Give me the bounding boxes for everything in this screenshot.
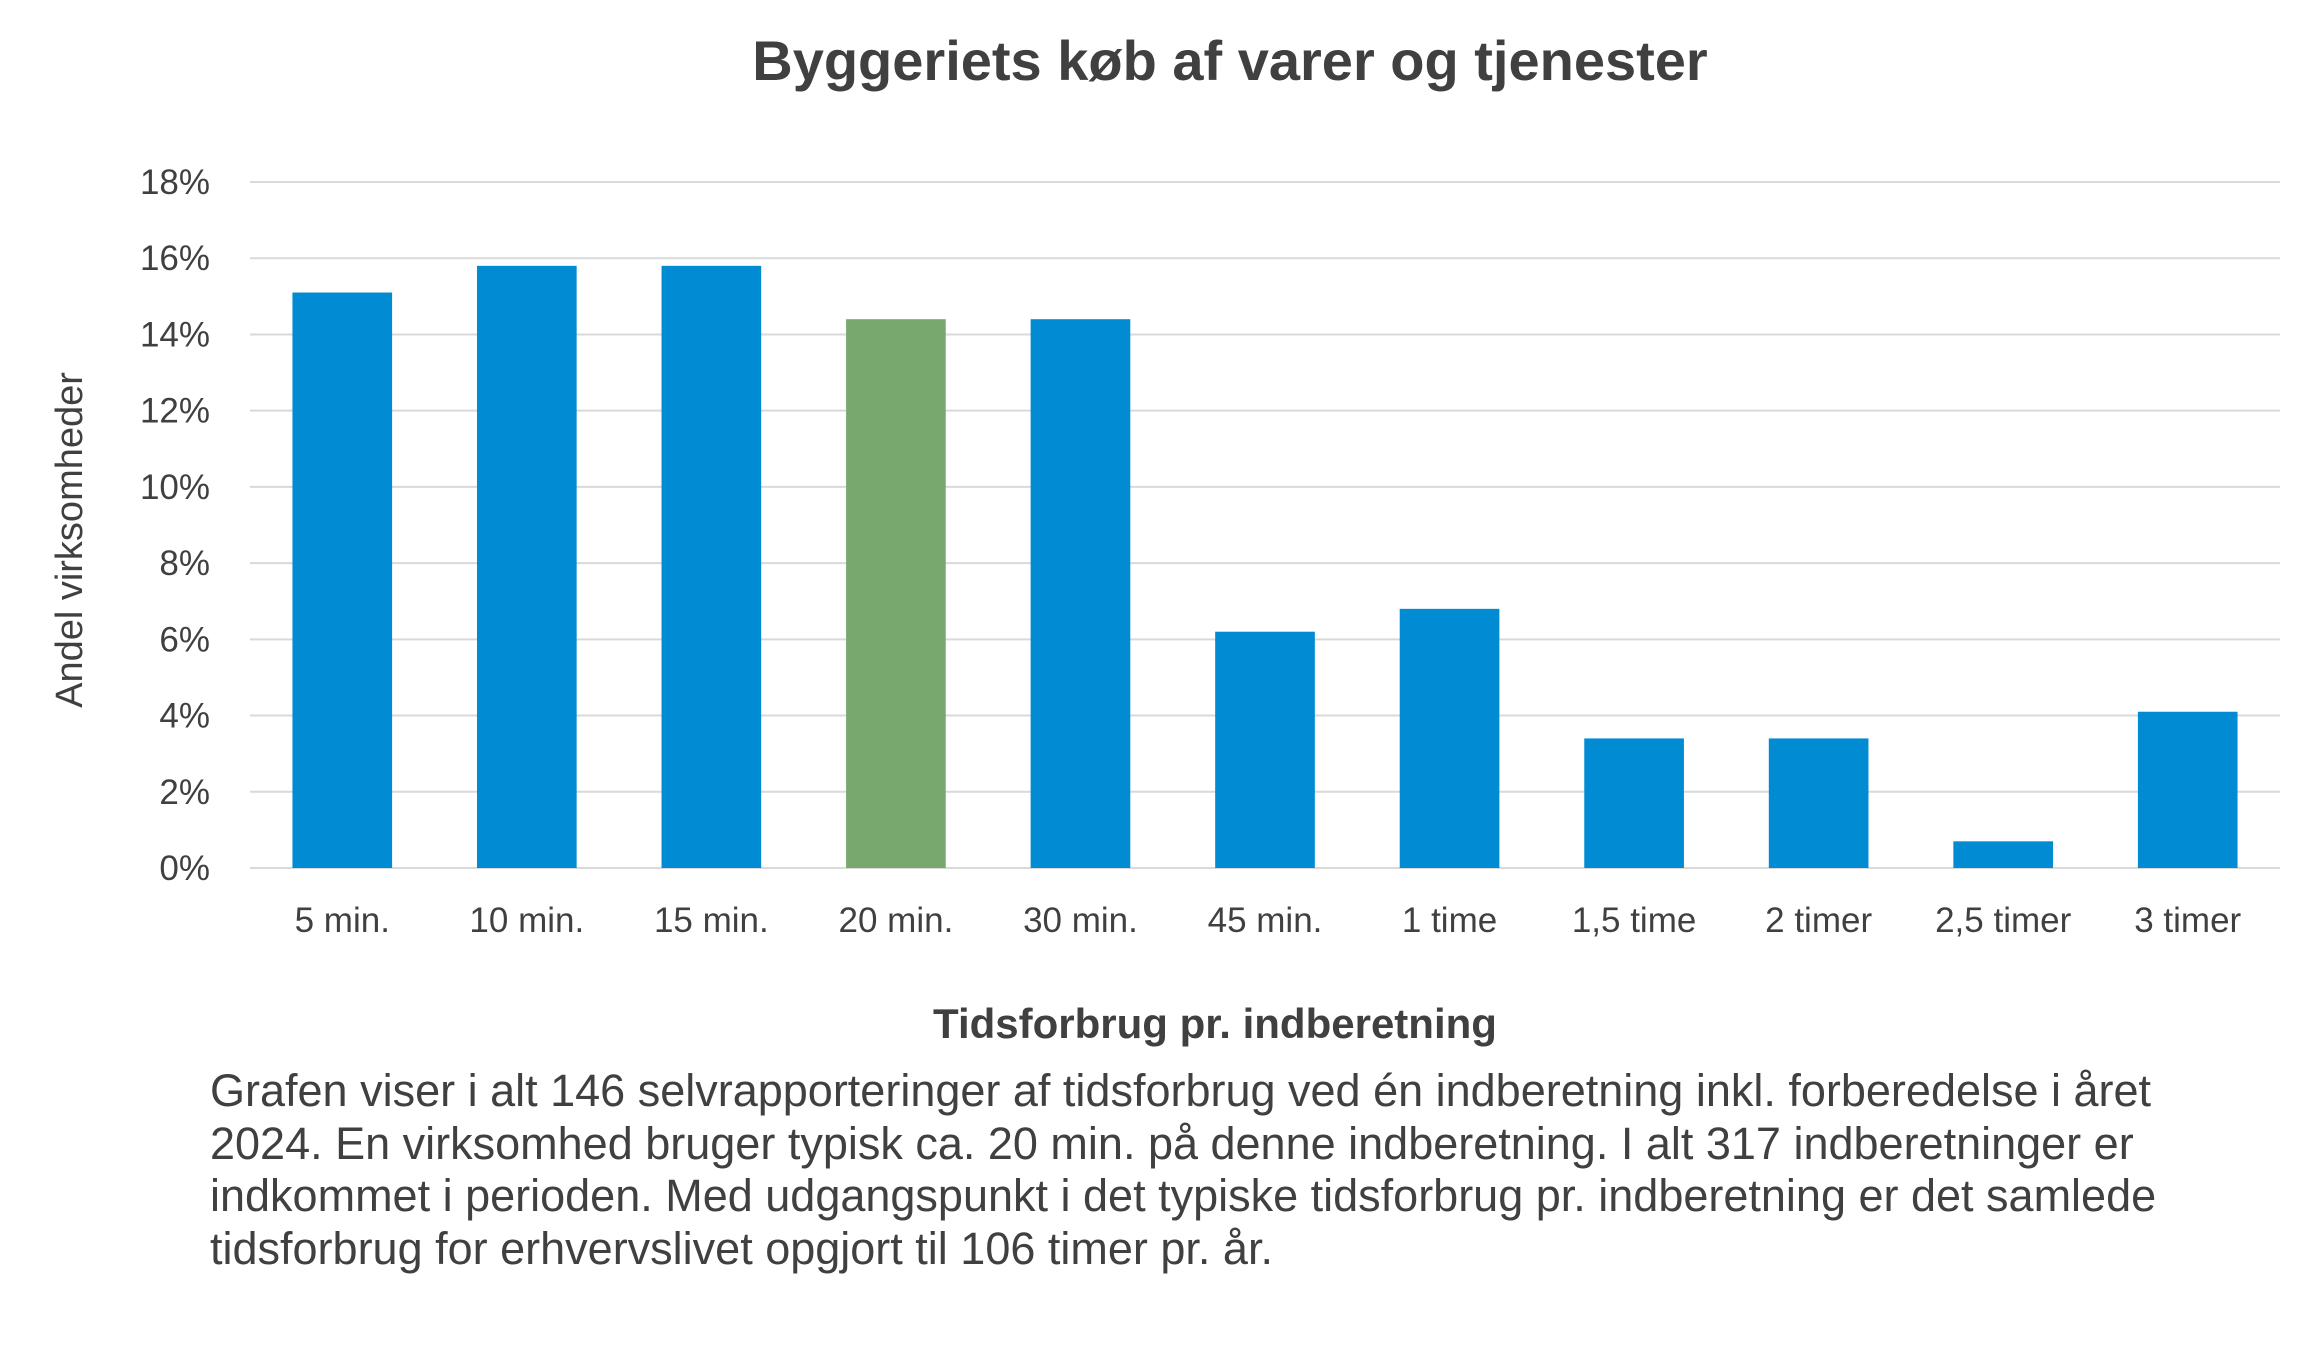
bar-chart: Byggeriets køb af varer og tjenester 0% 2… <box>49 29 2280 1047</box>
x-tick-label: 2,5 timer <box>1935 901 2071 940</box>
bar <box>846 319 946 868</box>
y-tick-label: 2% <box>159 773 210 812</box>
x-tick-label: 30 min. <box>1023 901 1138 940</box>
bar <box>1584 738 1684 868</box>
bar <box>476 265 577 868</box>
bar <box>2137 711 2238 868</box>
x-tick-label: 3 timer <box>2134 901 2241 940</box>
y-tick-label: 14% <box>140 315 210 354</box>
y-tick-label: 6% <box>159 620 210 659</box>
chart-title: Byggeriets køb af varer og tjenester <box>752 29 1707 92</box>
x-tick-label: 20 min. <box>839 901 954 940</box>
y-tick-label: 8% <box>159 544 210 583</box>
bar <box>1215 631 1315 868</box>
bar <box>661 265 762 868</box>
x-tick-label: 45 min. <box>1208 901 1323 940</box>
x-axis-title: Tidsforbrug pr. indberetning <box>933 1000 1497 1047</box>
y-tick-label: 10% <box>140 468 210 507</box>
x-axis-ticks: 5 min. 10 min. 15 min. 20 min. 30 min. 45 min… <box>295 901 2242 940</box>
y-tick-label: 12% <box>140 392 210 431</box>
y-tick-label: 16% <box>140 239 210 278</box>
bar <box>1768 738 1869 868</box>
y-tick-label: 18% <box>140 163 210 202</box>
bar <box>1399 608 1500 868</box>
x-tick-label: 10 min. <box>469 901 584 940</box>
x-tick-label: 2 timer <box>1765 901 1872 940</box>
y-tick-label: 0% <box>159 849 210 888</box>
x-tick-label: 1 time <box>1402 901 1497 940</box>
x-tick-label: 1,5 time <box>1572 901 1697 940</box>
bars <box>292 265 2238 868</box>
x-tick-label: 15 min. <box>654 901 769 940</box>
bar <box>1953 841 2054 868</box>
bar <box>1030 319 1131 868</box>
y-axis-ticks: 0% 2% 4% 6% 8% 10% 12% 14% 16% 18% <box>140 163 210 888</box>
chart-caption: Grafen viser i alt 146 selvrapporteringe… <box>210 1065 2157 1274</box>
x-tick-label: 5 min. <box>295 901 390 940</box>
bar <box>292 292 393 868</box>
y-axis-title: Andel virksomheder <box>49 372 91 708</box>
gridlines <box>250 181 2280 869</box>
y-tick-label: 4% <box>159 697 210 736</box>
